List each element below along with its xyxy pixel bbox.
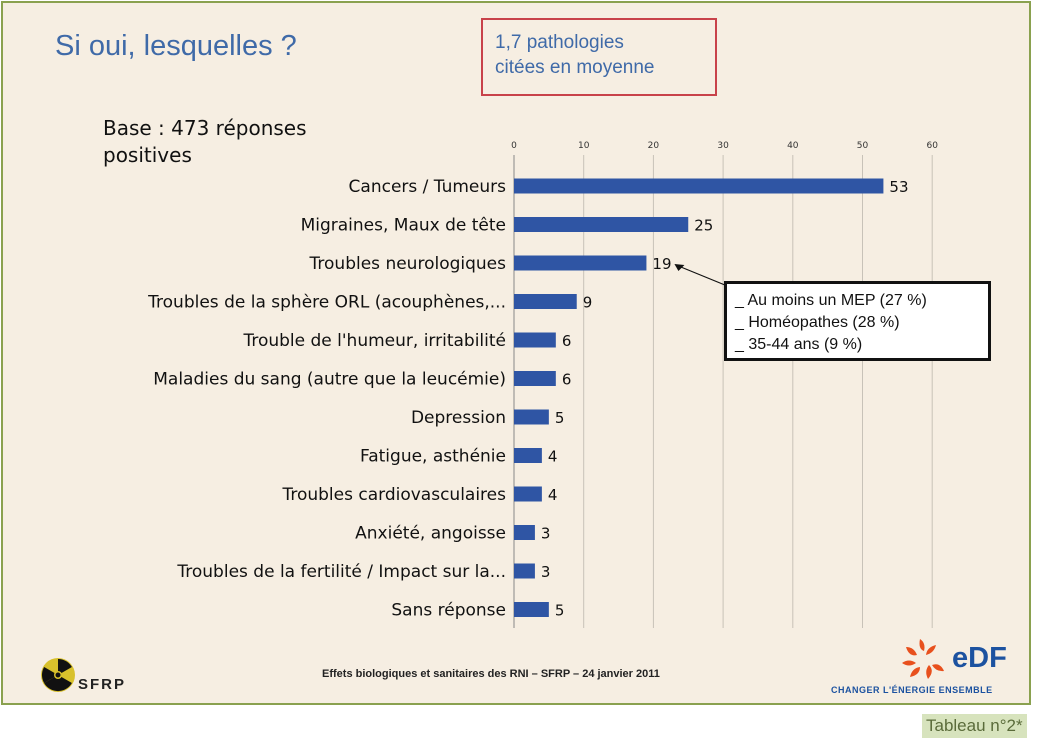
category-label: Troubles de la fertilité / Impact sur la… <box>176 562 506 582</box>
category-label: Troubles cardiovasculaires <box>281 485 506 505</box>
sfrp-logo-text: SFRP <box>78 676 127 693</box>
bar <box>514 525 535 540</box>
bar <box>514 409 549 425</box>
category-label: Troubles neurologiques <box>309 254 507 274</box>
bar <box>514 563 535 579</box>
data-label: 53 <box>889 178 908 196</box>
tick-label: 20 <box>648 141 660 151</box>
category-label: Troubles de la sphère ORL (acouphènes,..… <box>147 293 506 313</box>
bar <box>514 371 556 386</box>
average-callout-box: 1,7 pathologies citées en moyenne <box>481 18 717 96</box>
data-label: 4 <box>548 448 558 466</box>
data-label: 3 <box>541 563 551 581</box>
data-label: 19 <box>652 255 671 273</box>
bar <box>514 448 542 463</box>
category-label: Maladies du sang (autre que la leucémie) <box>153 370 506 390</box>
annotation-box: _ Au moins un MEP (27 %) _ Homéopathes (… <box>724 281 991 361</box>
category-label: Depression <box>411 408 506 428</box>
data-label: 25 <box>694 217 713 235</box>
average-line-2: citées en moyenne <box>495 57 655 78</box>
tick-label: 60 <box>926 141 938 151</box>
category-label: Trouble de l'humeur, irritabilité <box>242 331 506 351</box>
edf-logo-text: eDF <box>952 642 1007 674</box>
bar <box>514 217 689 232</box>
base-line-1: Base : 473 réponses <box>103 116 307 140</box>
data-label: 3 <box>541 525 551 543</box>
category-label: Sans réponse <box>391 601 506 621</box>
bar <box>514 486 542 502</box>
tick-label: 10 <box>578 141 590 151</box>
table-caption: Tableau n°2* <box>922 714 1027 738</box>
edf-logo-icon <box>902 639 944 679</box>
annotation-line-3: _ 35-44 ans (9 %) <box>735 336 863 353</box>
category-label: Migraines, Maux de tête <box>301 216 506 236</box>
bar <box>514 602 549 617</box>
tick-label: 30 <box>717 141 729 151</box>
annotation-line-2: _ Homéopathes (28 %) <box>735 314 900 331</box>
tick-label: 40 <box>787 141 799 151</box>
data-label: 9 <box>583 294 593 312</box>
bar <box>514 178 884 194</box>
data-label: 5 <box>555 409 565 427</box>
category-label: Fatigue, asthénie <box>360 447 506 467</box>
data-label: 6 <box>562 371 572 389</box>
tick-label: 0 <box>511 141 517 151</box>
data-label: 5 <box>555 602 565 620</box>
tick-label: 50 <box>857 141 869 151</box>
bar <box>514 332 556 348</box>
arrow-head-icon <box>674 264 685 271</box>
base-line-2: positives <box>103 143 192 167</box>
average-line-1: 1,7 pathologies <box>495 32 624 53</box>
category-label: Anxiété, angoisse <box>355 524 506 544</box>
bar <box>514 255 647 271</box>
bar <box>514 294 577 309</box>
sfrp-radiation-logo-icon <box>41 658 75 692</box>
base-note: Base : 473 réponses positives <box>103 115 307 169</box>
annotation-line-1: _ Au moins un MEP (27 %) <box>735 292 927 309</box>
category-label: Cancers / Tumeurs <box>349 177 507 197</box>
page-title: Si oui, lesquelles ? <box>55 30 297 62</box>
edf-tagline: CHANGER L'ÉNERGIE ENSEMBLE <box>831 685 993 695</box>
data-label: 4 <box>548 486 558 504</box>
data-label: 6 <box>562 332 572 350</box>
footer-text: Effets biologiques et sanitaires des RNI… <box>322 668 660 680</box>
